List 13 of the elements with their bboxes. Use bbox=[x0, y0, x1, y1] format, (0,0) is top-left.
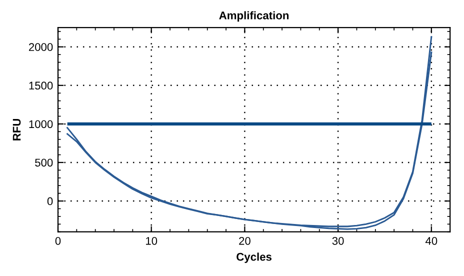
x-tick-label: 10 bbox=[146, 236, 158, 245]
y-tick-label: 500 bbox=[35, 158, 53, 167]
chart-title: Amplification bbox=[219, 11, 289, 22]
y-tick-label: 2000 bbox=[28, 43, 53, 52]
x-tick-label: 40 bbox=[425, 236, 438, 245]
y-tick-label: 1000 bbox=[29, 120, 53, 128]
x-tick-label: 30 bbox=[332, 236, 344, 245]
x-tick-label: 0 bbox=[55, 236, 61, 245]
y-tick-label: 1500 bbox=[29, 82, 53, 90]
x-tick-label: 20 bbox=[239, 236, 250, 245]
y-tick-label: 0 bbox=[47, 197, 53, 206]
y-axis-title: RFU bbox=[12, 118, 21, 140]
x-axis-title: Cycles bbox=[236, 252, 272, 263]
